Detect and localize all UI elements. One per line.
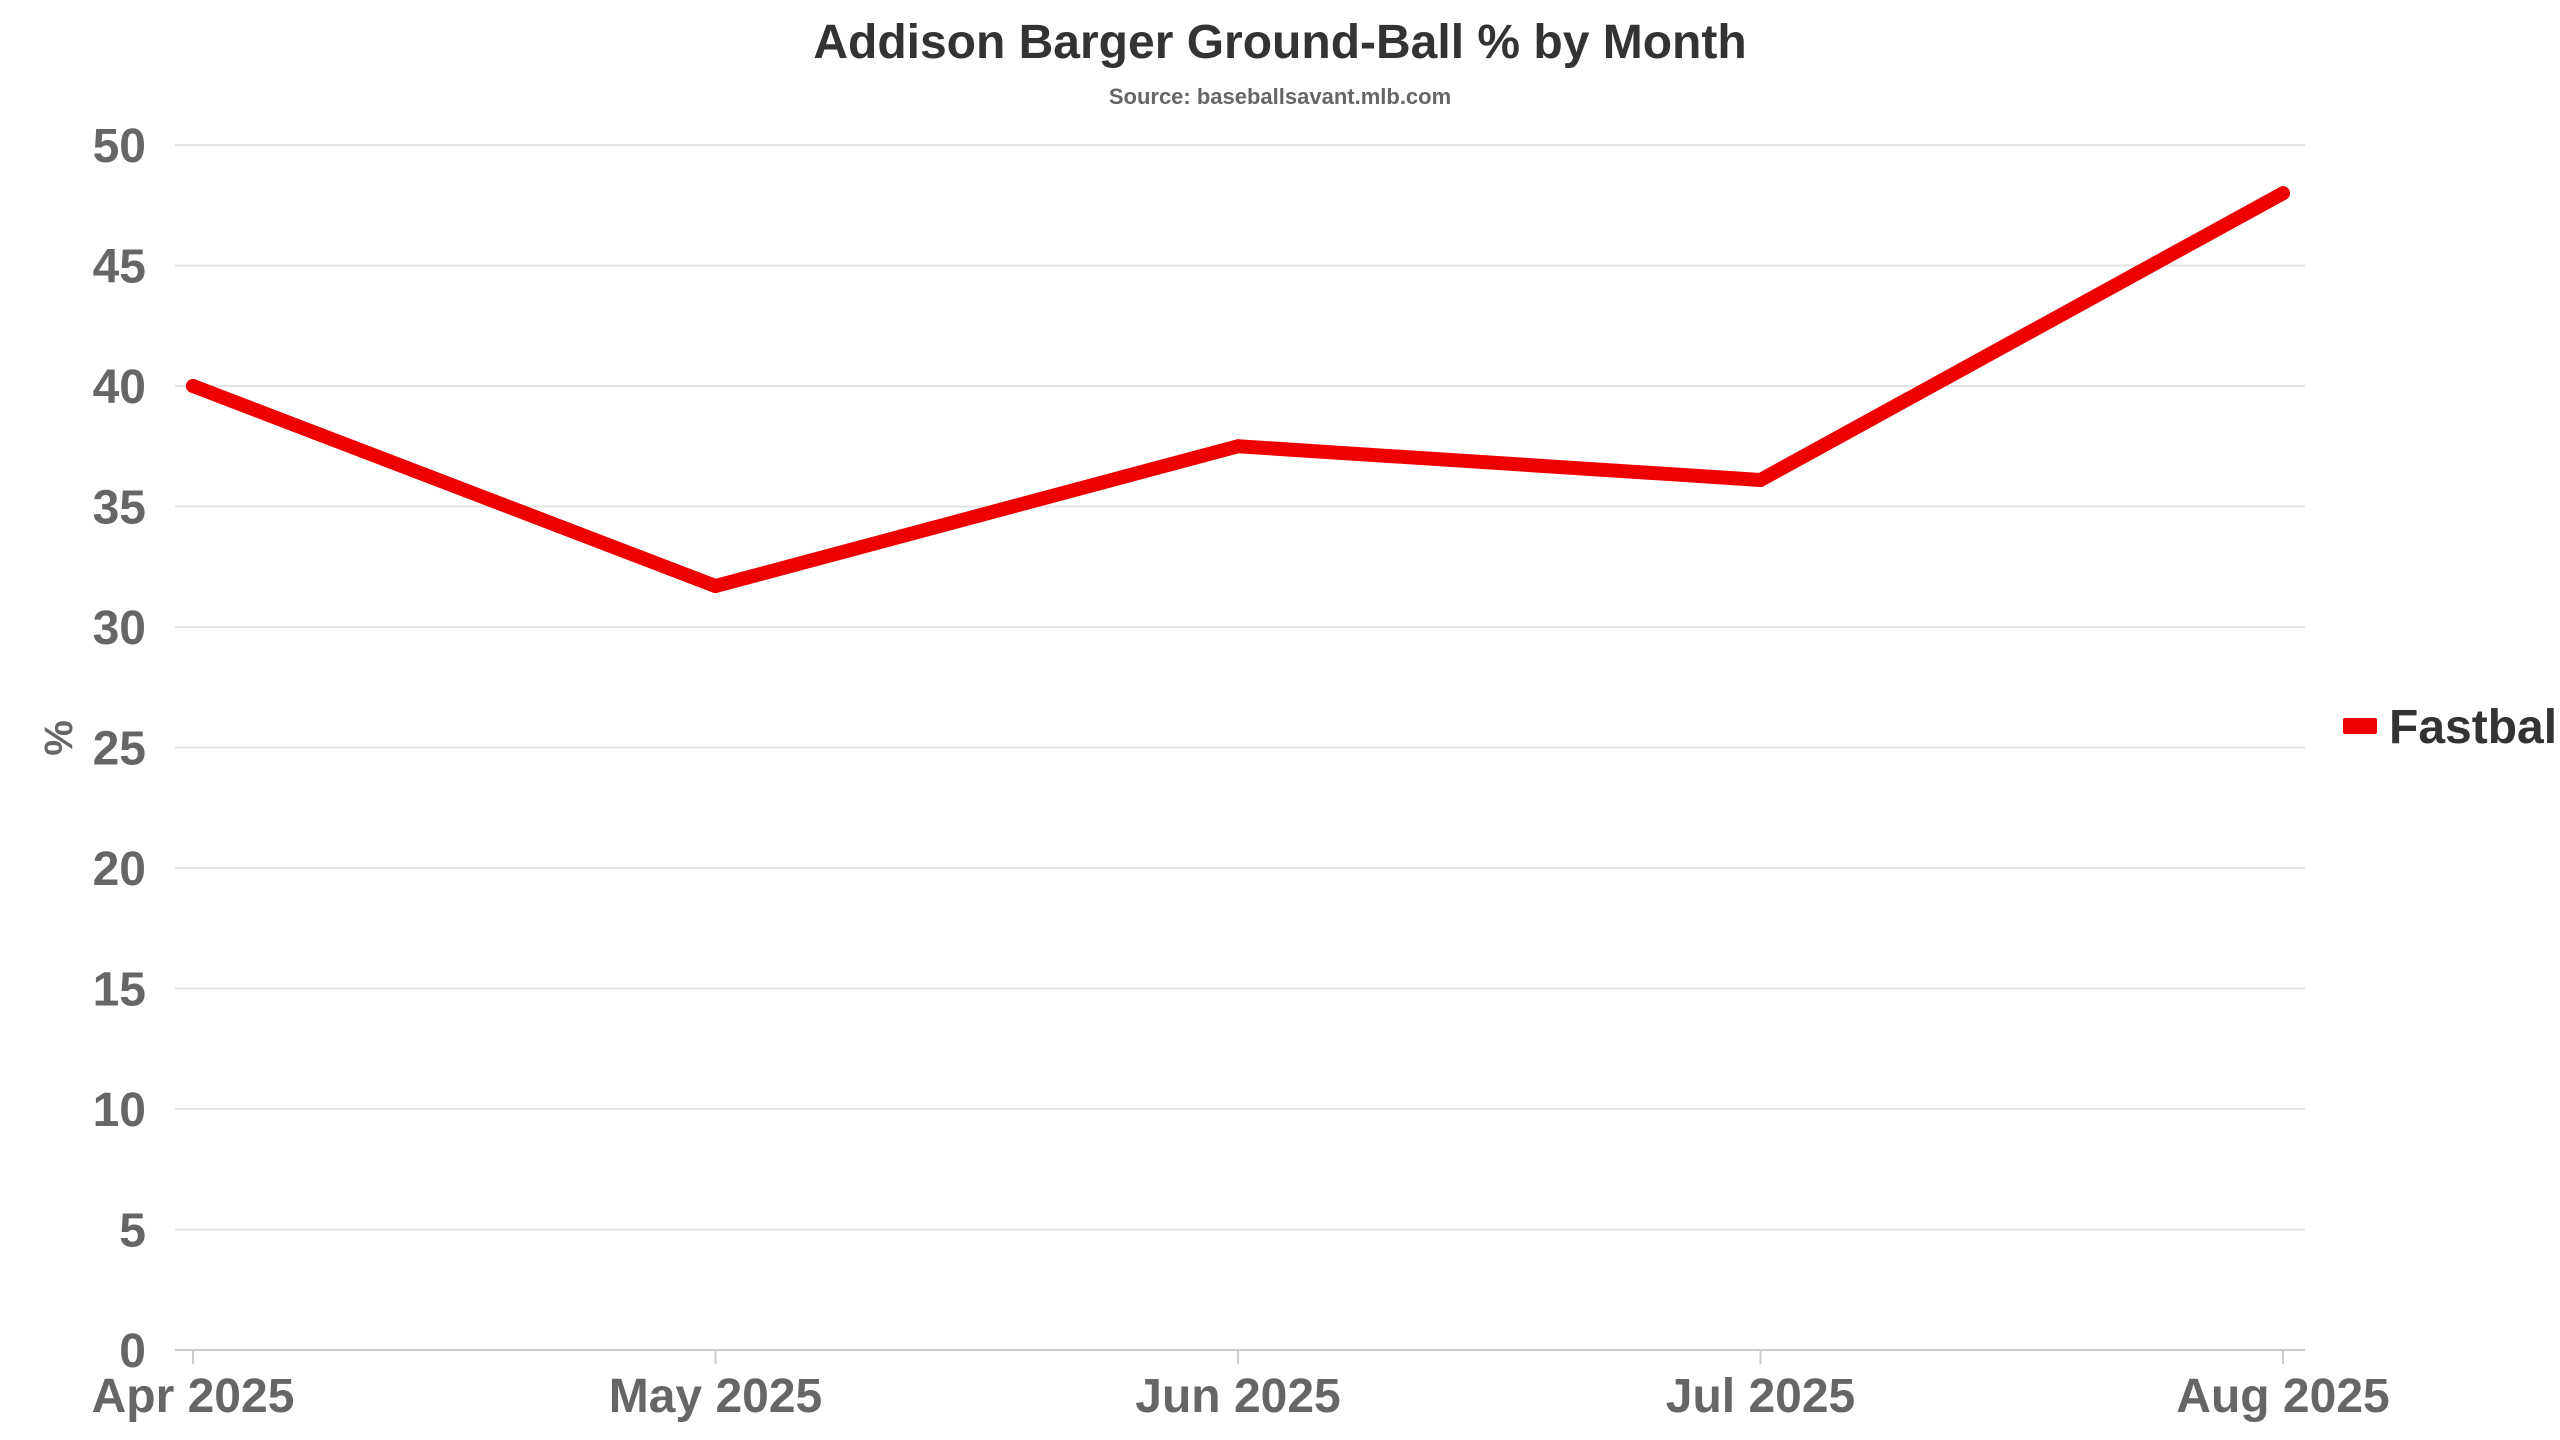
y-tick-label: 30: [93, 602, 146, 655]
y-tick-label: 50: [93, 120, 146, 173]
gridlines: [175, 144, 2305, 1351]
y-tick-label: 45: [93, 241, 146, 294]
y-tick-label: 10: [93, 1084, 146, 1137]
series-lines: [186, 186, 2290, 594]
chart-subtitle: Source: baseballsavant.mlb.com: [1109, 84, 1451, 109]
data-point: [1231, 439, 1245, 454]
x-tick-label: Aug 2025: [2176, 1370, 2389, 1423]
legend-swatch: [2343, 718, 2377, 734]
y-tick-label: 15: [93, 964, 146, 1017]
y-tick-label: 25: [93, 723, 146, 776]
y-axis-ticks: 0 5 10 15 20 25 30 35 40 45 50: [93, 120, 146, 1378]
data-point: [708, 579, 723, 594]
x-axis-ticks: Apr 2025 May 2025 Jun 2025 Jul 2025 Aug 2025: [92, 1350, 2390, 1423]
y-tick-label: 0: [119, 1325, 146, 1378]
y-tick-label: 40: [93, 361, 146, 414]
chart-title: Addison Barger Ground-Ball % by Month: [813, 16, 1746, 69]
y-tick-label: 5: [119, 1205, 146, 1258]
data-point: [1753, 472, 1768, 487]
x-tick-label: Jul 2025: [1666, 1370, 1855, 1423]
y-tick-label: 20: [93, 843, 146, 896]
legend-label: Fastball: [2389, 701, 2560, 754]
y-axis-label: %: [37, 720, 81, 756]
data-point: [2276, 186, 2290, 201]
data-point: [186, 379, 200, 393]
x-tick-label: Jun 2025: [1135, 1370, 1340, 1423]
x-tick-label: Apr 2025: [92, 1370, 295, 1423]
y-tick-label: 35: [93, 482, 146, 535]
x-tick-label: May 2025: [609, 1370, 823, 1423]
series-line-fastball: [186, 186, 2290, 594]
legend: Fastball: [2343, 701, 2560, 754]
